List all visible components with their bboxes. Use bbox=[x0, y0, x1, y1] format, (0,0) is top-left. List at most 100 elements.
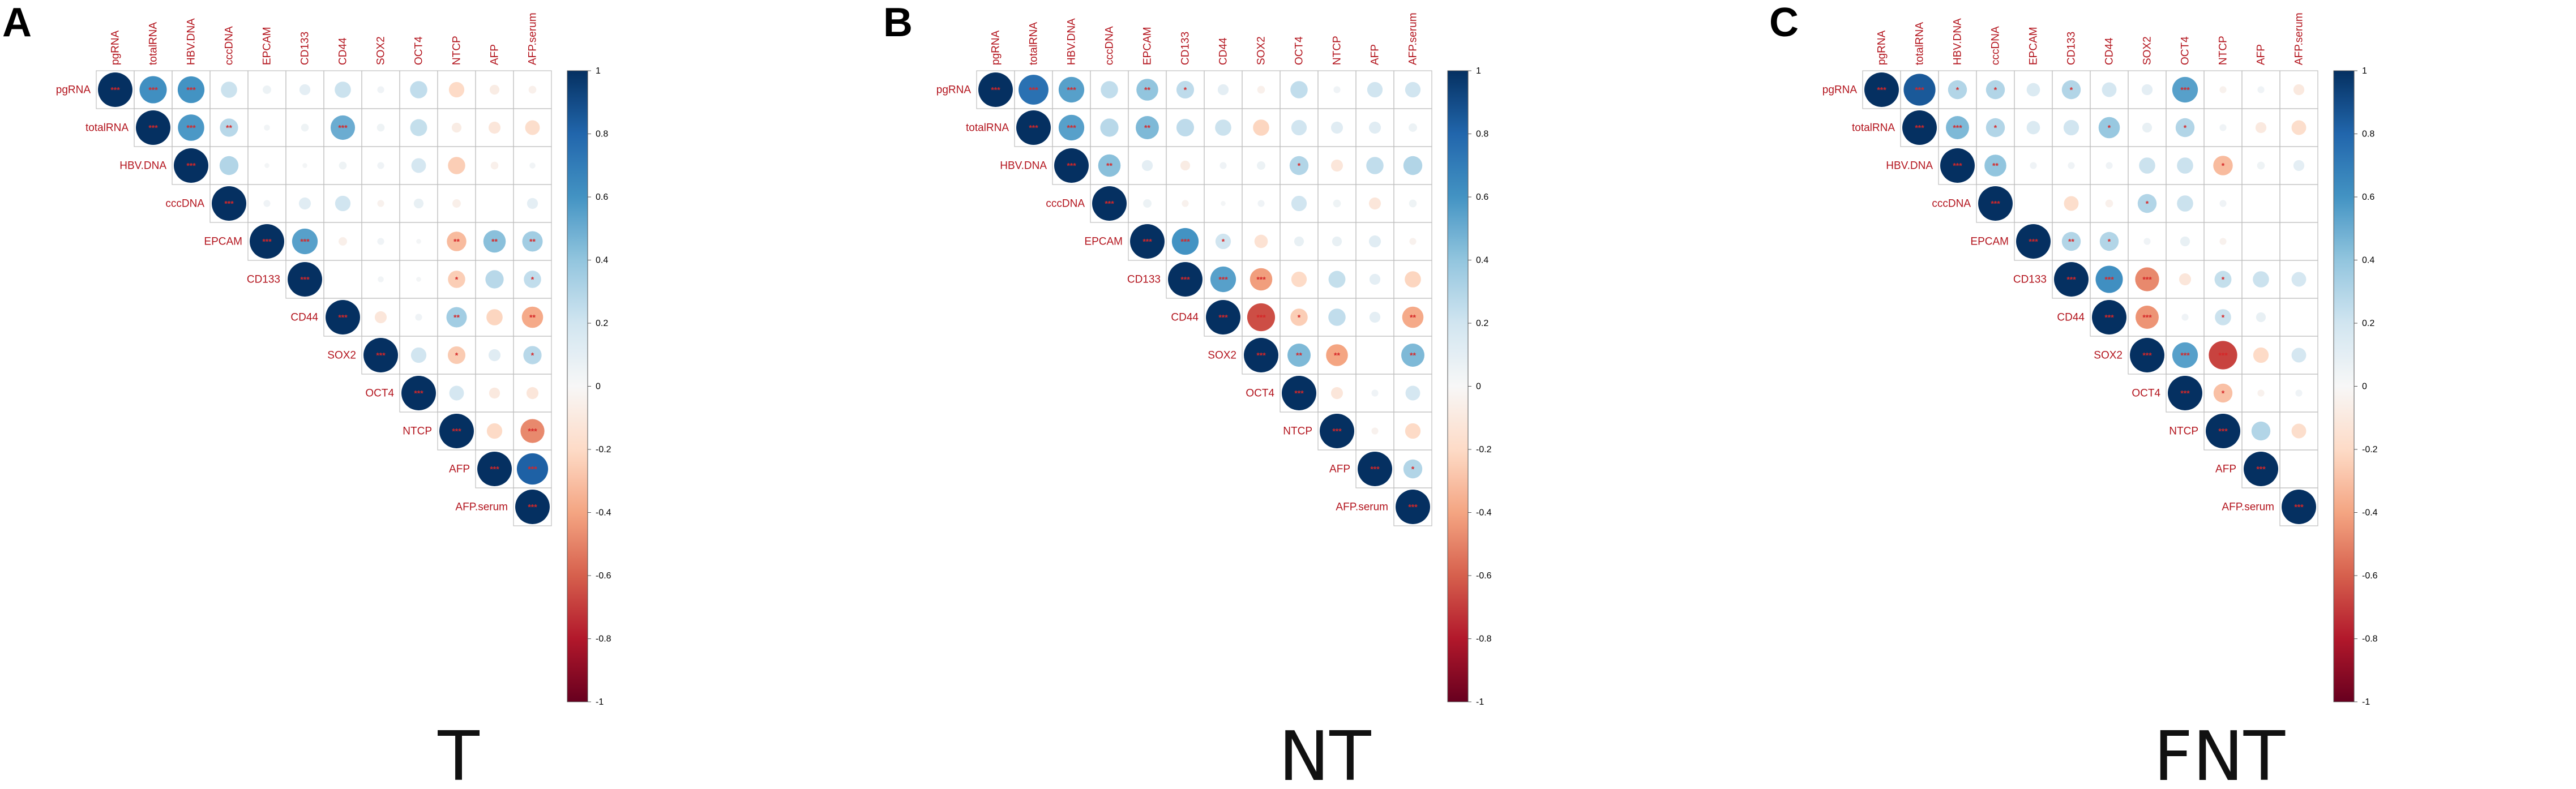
correlation-circle: totalRNA vs NTCP: r = 0.12 bbox=[1330, 121, 1343, 134]
significance-label: *** bbox=[1877, 85, 1886, 95]
correlation-circle: HBV.DNA vs OCT4: r = 0.3 bbox=[1289, 156, 1309, 175]
column-label: OCT4 bbox=[1294, 36, 1306, 65]
correlation-circle: HBV.DNA vs SOX2: r = 0.22 bbox=[2139, 157, 2155, 174]
significance-label: *** bbox=[2180, 389, 2190, 398]
correlation-circle: OCT4 vs NTCP: r = -0.12 bbox=[1330, 387, 1343, 400]
significance-label: *** bbox=[1408, 503, 1418, 512]
significance-label: *** bbox=[1067, 161, 1076, 170]
colorbar-tick-label: -0.6 bbox=[1476, 571, 1492, 581]
correlation-circle: CD44 vs AFP.serum: r = -0.38 bbox=[1402, 306, 1424, 328]
significance-label: *** bbox=[224, 199, 234, 208]
row-label: totalRNA bbox=[85, 122, 129, 134]
grid-cell bbox=[1393, 487, 1432, 526]
row-label: NTCP bbox=[2169, 426, 2198, 438]
correlation-circle: CD44 vs NTCP: r = 0.35 bbox=[446, 307, 467, 328]
correlation-circle: EPCAM vs SOX2: r = 0.04 bbox=[377, 238, 384, 245]
correlation-circle: NTCP vs AFP.serum: r = -0.2 bbox=[1405, 423, 1421, 439]
correlation-circle: pgRNA vs CD44: r = 0.1 bbox=[1217, 84, 1229, 96]
significance-label: * bbox=[1298, 161, 1301, 170]
correlation-circle: EPCAM vs SOX2: r = -0.15 bbox=[1254, 234, 1268, 248]
row-label: CD133 bbox=[2013, 274, 2047, 286]
colorbar-tick-label: 0 bbox=[1476, 382, 1481, 392]
correlation-circle: pgRNA vs pgRNA: r = 1 bbox=[98, 72, 132, 107]
column-label: HBV.DNA bbox=[186, 18, 198, 65]
correlation-circle: SOX2 vs AFP: r = -0.2 bbox=[2253, 347, 2269, 363]
correlation-circle: cccDNA vs CD44: r = -0.05 bbox=[2105, 199, 2113, 208]
column-label: CD44 bbox=[337, 37, 349, 65]
significance-label: *** bbox=[414, 389, 423, 398]
colorbar-tick-label: 0.4 bbox=[2362, 256, 2374, 265]
correlation-circle: HBV.DNA vs AFP: r = 0.05 bbox=[2257, 161, 2265, 170]
correlation-circle: cccDNA vs OCT4: r = 0.08 bbox=[413, 198, 424, 209]
column-label: totalRNA bbox=[1028, 22, 1040, 65]
correlation-circle: SOX2 vs SOX2: r = 1 bbox=[1244, 338, 1278, 372]
correlation-circle: totalRNA vs SOX2: r = 0.05 bbox=[376, 123, 385, 132]
correlation-circle: cccDNA vs cccDNA: r = 1 bbox=[1978, 186, 2013, 221]
significance-label: *** bbox=[490, 465, 499, 474]
panel-b: B NT pgRNA totalRNA HBV.DNA cccDNA EPCAM CD133 C… bbox=[883, 0, 1492, 789]
correlation-circle: HBV.DNA vs CD133: r = 0.02 bbox=[302, 163, 307, 168]
correlation-circle: CD133 vs CD133: r = 1 bbox=[2054, 262, 2089, 297]
significance-label: * bbox=[2108, 123, 2111, 132]
correlation-circle: HBV.DNA vs CD133: r = -0.08 bbox=[1180, 160, 1191, 171]
significance-label: *** bbox=[1915, 85, 1924, 95]
correlation-circle: cccDNA vs AFP: r = -0.12 bbox=[1368, 197, 1381, 210]
panel-title: NT bbox=[1278, 718, 1371, 789]
column-label: CD133 bbox=[1180, 32, 1192, 65]
row-label: HBV.DNA bbox=[119, 160, 166, 172]
significance-label: * bbox=[2070, 85, 2073, 95]
correlation-circle: cccDNA vs NTCP: r = -0.06 bbox=[452, 199, 461, 208]
correlation-circle: cccDNA vs CD44: r = 0.02 bbox=[1221, 201, 1226, 206]
significance-label: *** bbox=[2142, 313, 2152, 322]
correlation-circle: AFP vs AFP.serum: r = 0.3 bbox=[1403, 459, 1423, 479]
row-label: pgRNA bbox=[56, 84, 91, 96]
correlation-circle: totalRNA vs SOX2: r = -0.22 bbox=[1253, 119, 1269, 136]
correlation-circle: SOX2 vs AFP.serum: r = 0.45 bbox=[1401, 344, 1424, 367]
row-label: AFP bbox=[1329, 464, 1350, 475]
correlation-circle: totalRNA vs AFP.serum: r = -0.18 bbox=[525, 120, 540, 135]
correlation-circle: cccDNA vs cccDNA: r = 1 bbox=[1092, 186, 1127, 221]
colorbar-tick-label: 0.6 bbox=[1476, 192, 1488, 202]
colorbar bbox=[567, 70, 588, 702]
row-label: CD133 bbox=[247, 274, 280, 286]
significance-label: *** bbox=[186, 123, 196, 132]
correlation-circle: SOX2 vs NTCP: r = -0.68 bbox=[2209, 341, 2237, 370]
significance-label: *** bbox=[300, 275, 310, 284]
correlation-circle: NTCP vs AFP: r = 0.3 bbox=[2251, 421, 2271, 441]
correlation-circle: EPCAM vs AFP.serum: r = -0.04 bbox=[1409, 238, 1417, 245]
correlation-circle: totalRNA vs totalRNA: r = 1 bbox=[1902, 110, 1937, 145]
correlation-circle: cccDNA vs cccDNA: r = 1 bbox=[212, 186, 246, 221]
column-label: pgRNA bbox=[110, 30, 122, 65]
correlation-circle: CD44 vs SOX2: r = -0.45 bbox=[2136, 306, 2159, 329]
colorbar-tick-label: -0.8 bbox=[1476, 634, 1492, 644]
correlation-circle: totalRNA vs CD133: r = 0.05 bbox=[301, 123, 309, 132]
correlation-circle: cccDNA vs CD133: r = 0.12 bbox=[298, 197, 311, 210]
colorbar bbox=[1447, 70, 1469, 702]
correlation-circle: CD133 vs SOX2: r = 0.03 bbox=[378, 276, 384, 282]
significance-label: ** bbox=[1296, 351, 1302, 360]
significance-label: *** bbox=[1953, 123, 1962, 132]
colorbar-tick-label: 0.6 bbox=[596, 192, 608, 202]
significance-label: *** bbox=[2294, 503, 2304, 512]
significance-label: ** bbox=[1144, 123, 1150, 132]
colorbar-tick-label: -0.2 bbox=[596, 445, 611, 454]
row-label: cccDNA bbox=[165, 198, 204, 210]
correlation-circle: SOX2 vs SOX2: r = 1 bbox=[363, 338, 398, 372]
significance-label: *** bbox=[1067, 85, 1076, 95]
correlation-circle: CD133 vs AFP.serum: r = -0.22 bbox=[1405, 271, 1421, 288]
correlation-circle: CD133 vs AFP.serum: r = 0.18 bbox=[2291, 272, 2307, 287]
correlation-circle: CD133 vs OCT4: r = 0.02 bbox=[416, 277, 421, 282]
significance-label: *** bbox=[1915, 123, 1924, 132]
correlation-circle: HBV.DNA vs OCT4: r = 0.22 bbox=[2177, 157, 2193, 174]
column-label: AFP.serum bbox=[2293, 12, 2305, 65]
row-label: AFP bbox=[2215, 464, 2236, 475]
panel-letter: C bbox=[1769, 0, 1799, 45]
significance-label: *** bbox=[186, 161, 196, 170]
column-label: totalRNA bbox=[1914, 22, 1926, 65]
correlation-circle: CD44 vs AFP.serum: r = -0.38 bbox=[521, 306, 544, 328]
correlation-circle: HBV.DNA vs EPCAM: r = 0.1 bbox=[1141, 160, 1153, 171]
correlation-circle: cccDNA vs CD133: r = -0.04 bbox=[1182, 200, 1189, 207]
correlation-circle: CD44 vs CD44: r = 1 bbox=[2092, 300, 2126, 335]
column-label: CD133 bbox=[2066, 32, 2078, 65]
row-label: NTCP bbox=[1283, 426, 1312, 438]
